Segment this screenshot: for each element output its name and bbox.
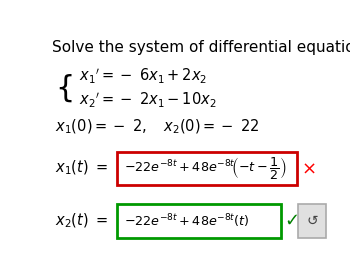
Text: $\{$: $\{$ [55,73,72,104]
Text: $-22e^{-8t} + 48e^{-8t}\!\left(-t - \dfrac{1}{2}\right)$: $-22e^{-8t} + 48e^{-8t}\!\left(-t - \dfr… [124,155,286,181]
FancyBboxPatch shape [117,152,298,185]
Text: $x_2(t)\ =$: $x_2(t)\ =$ [55,212,108,230]
FancyBboxPatch shape [117,204,281,238]
Text: $x_2{}' = -\ 2x_1 - 10x_2$: $x_2{}' = -\ 2x_1 - 10x_2$ [79,90,217,110]
Text: $\times$: $\times$ [301,159,315,177]
FancyBboxPatch shape [298,204,326,238]
Text: $x_1(t)\ =$: $x_1(t)\ =$ [55,159,108,177]
Text: $\circlearrowleft$: $\circlearrowleft$ [304,214,320,228]
Text: $x_1{}' = -\ 6x_1 + 2x_2$: $x_1{}' = -\ 6x_1 + 2x_2$ [79,67,207,86]
Text: Solve the system of differential equations.: Solve the system of differential equatio… [52,40,350,55]
Text: ✓: ✓ [284,212,299,230]
Text: $-22e^{-8t} + 48e^{-8t}(t)$: $-22e^{-8t} + 48e^{-8t}(t)$ [124,212,249,230]
Text: $x_1(0) = -\ 2, \quad x_2(0) = -\ 22$: $x_1(0) = -\ 2, \quad x_2(0) = -\ 22$ [55,118,259,136]
